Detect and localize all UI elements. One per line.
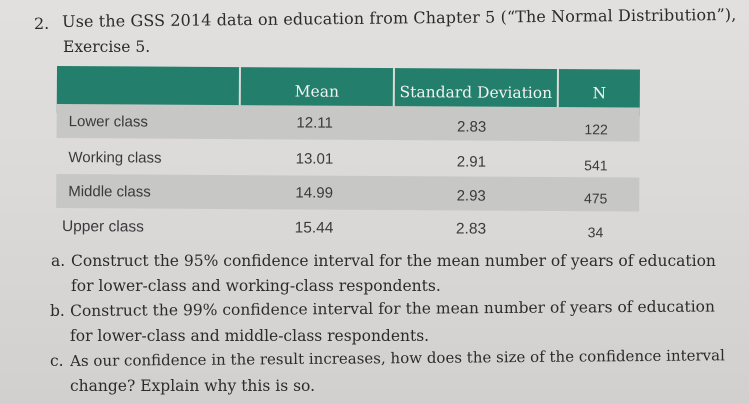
- row-mean: 14.99: [295, 183, 334, 202]
- part-b-line-1: Construct the 99% confidence interval fo…: [70, 297, 716, 320]
- question-text-line-2: Exercise 5.: [63, 38, 151, 56]
- row-sd: 2.93: [456, 186, 486, 205]
- part-a-line-2: for lower-class and working-class respon…: [71, 277, 441, 295]
- row-sd: 2.83: [455, 220, 487, 238]
- part-a-line-1: Construct the 95% confidence interval fo…: [71, 252, 716, 270]
- row-n: 122: [584, 121, 608, 138]
- part-c-line-2: change? Explain why this is so.: [70, 377, 316, 395]
- row-n: 475: [583, 190, 608, 207]
- row-label: Lower class: [68, 112, 148, 131]
- row-sd: 2.91: [456, 152, 487, 171]
- row-n: 34: [587, 224, 604, 241]
- row-label: Working class: [68, 148, 162, 167]
- education-table: Mean Standard Deviation N Lower class 12…: [56, 66, 640, 252]
- table-row: Middle class 14.99 2.93 475: [56, 173, 640, 212]
- question-text-line-1: Use the GSS 2014 data on education from …: [62, 4, 737, 31]
- table-row: Upper class 15.44 2.83 34: [56, 210, 639, 248]
- table-row: Working class 13.01 2.91 541: [56, 140, 639, 178]
- part-b-label: b.: [50, 302, 65, 320]
- table-row: Lower class 12.11 2.83 122: [56, 103, 640, 142]
- row-mean: 15.44: [294, 219, 334, 237]
- row-label: Upper class: [61, 218, 144, 236]
- row-mean: 12.11: [296, 113, 333, 132]
- row-mean: 13.01: [295, 149, 334, 168]
- question-number: 2.: [34, 14, 50, 33]
- part-c-label: c.: [50, 352, 64, 370]
- part-c-line-1: As our confidence in the result increase…: [70, 346, 725, 370]
- row-label: Middle class: [68, 182, 151, 201]
- part-b-line-2: for lower-class and middle-class respond…: [70, 327, 430, 345]
- part-a-label: a.: [51, 252, 66, 270]
- row-sd: 2.83: [456, 117, 487, 136]
- row-n: 541: [584, 157, 608, 174]
